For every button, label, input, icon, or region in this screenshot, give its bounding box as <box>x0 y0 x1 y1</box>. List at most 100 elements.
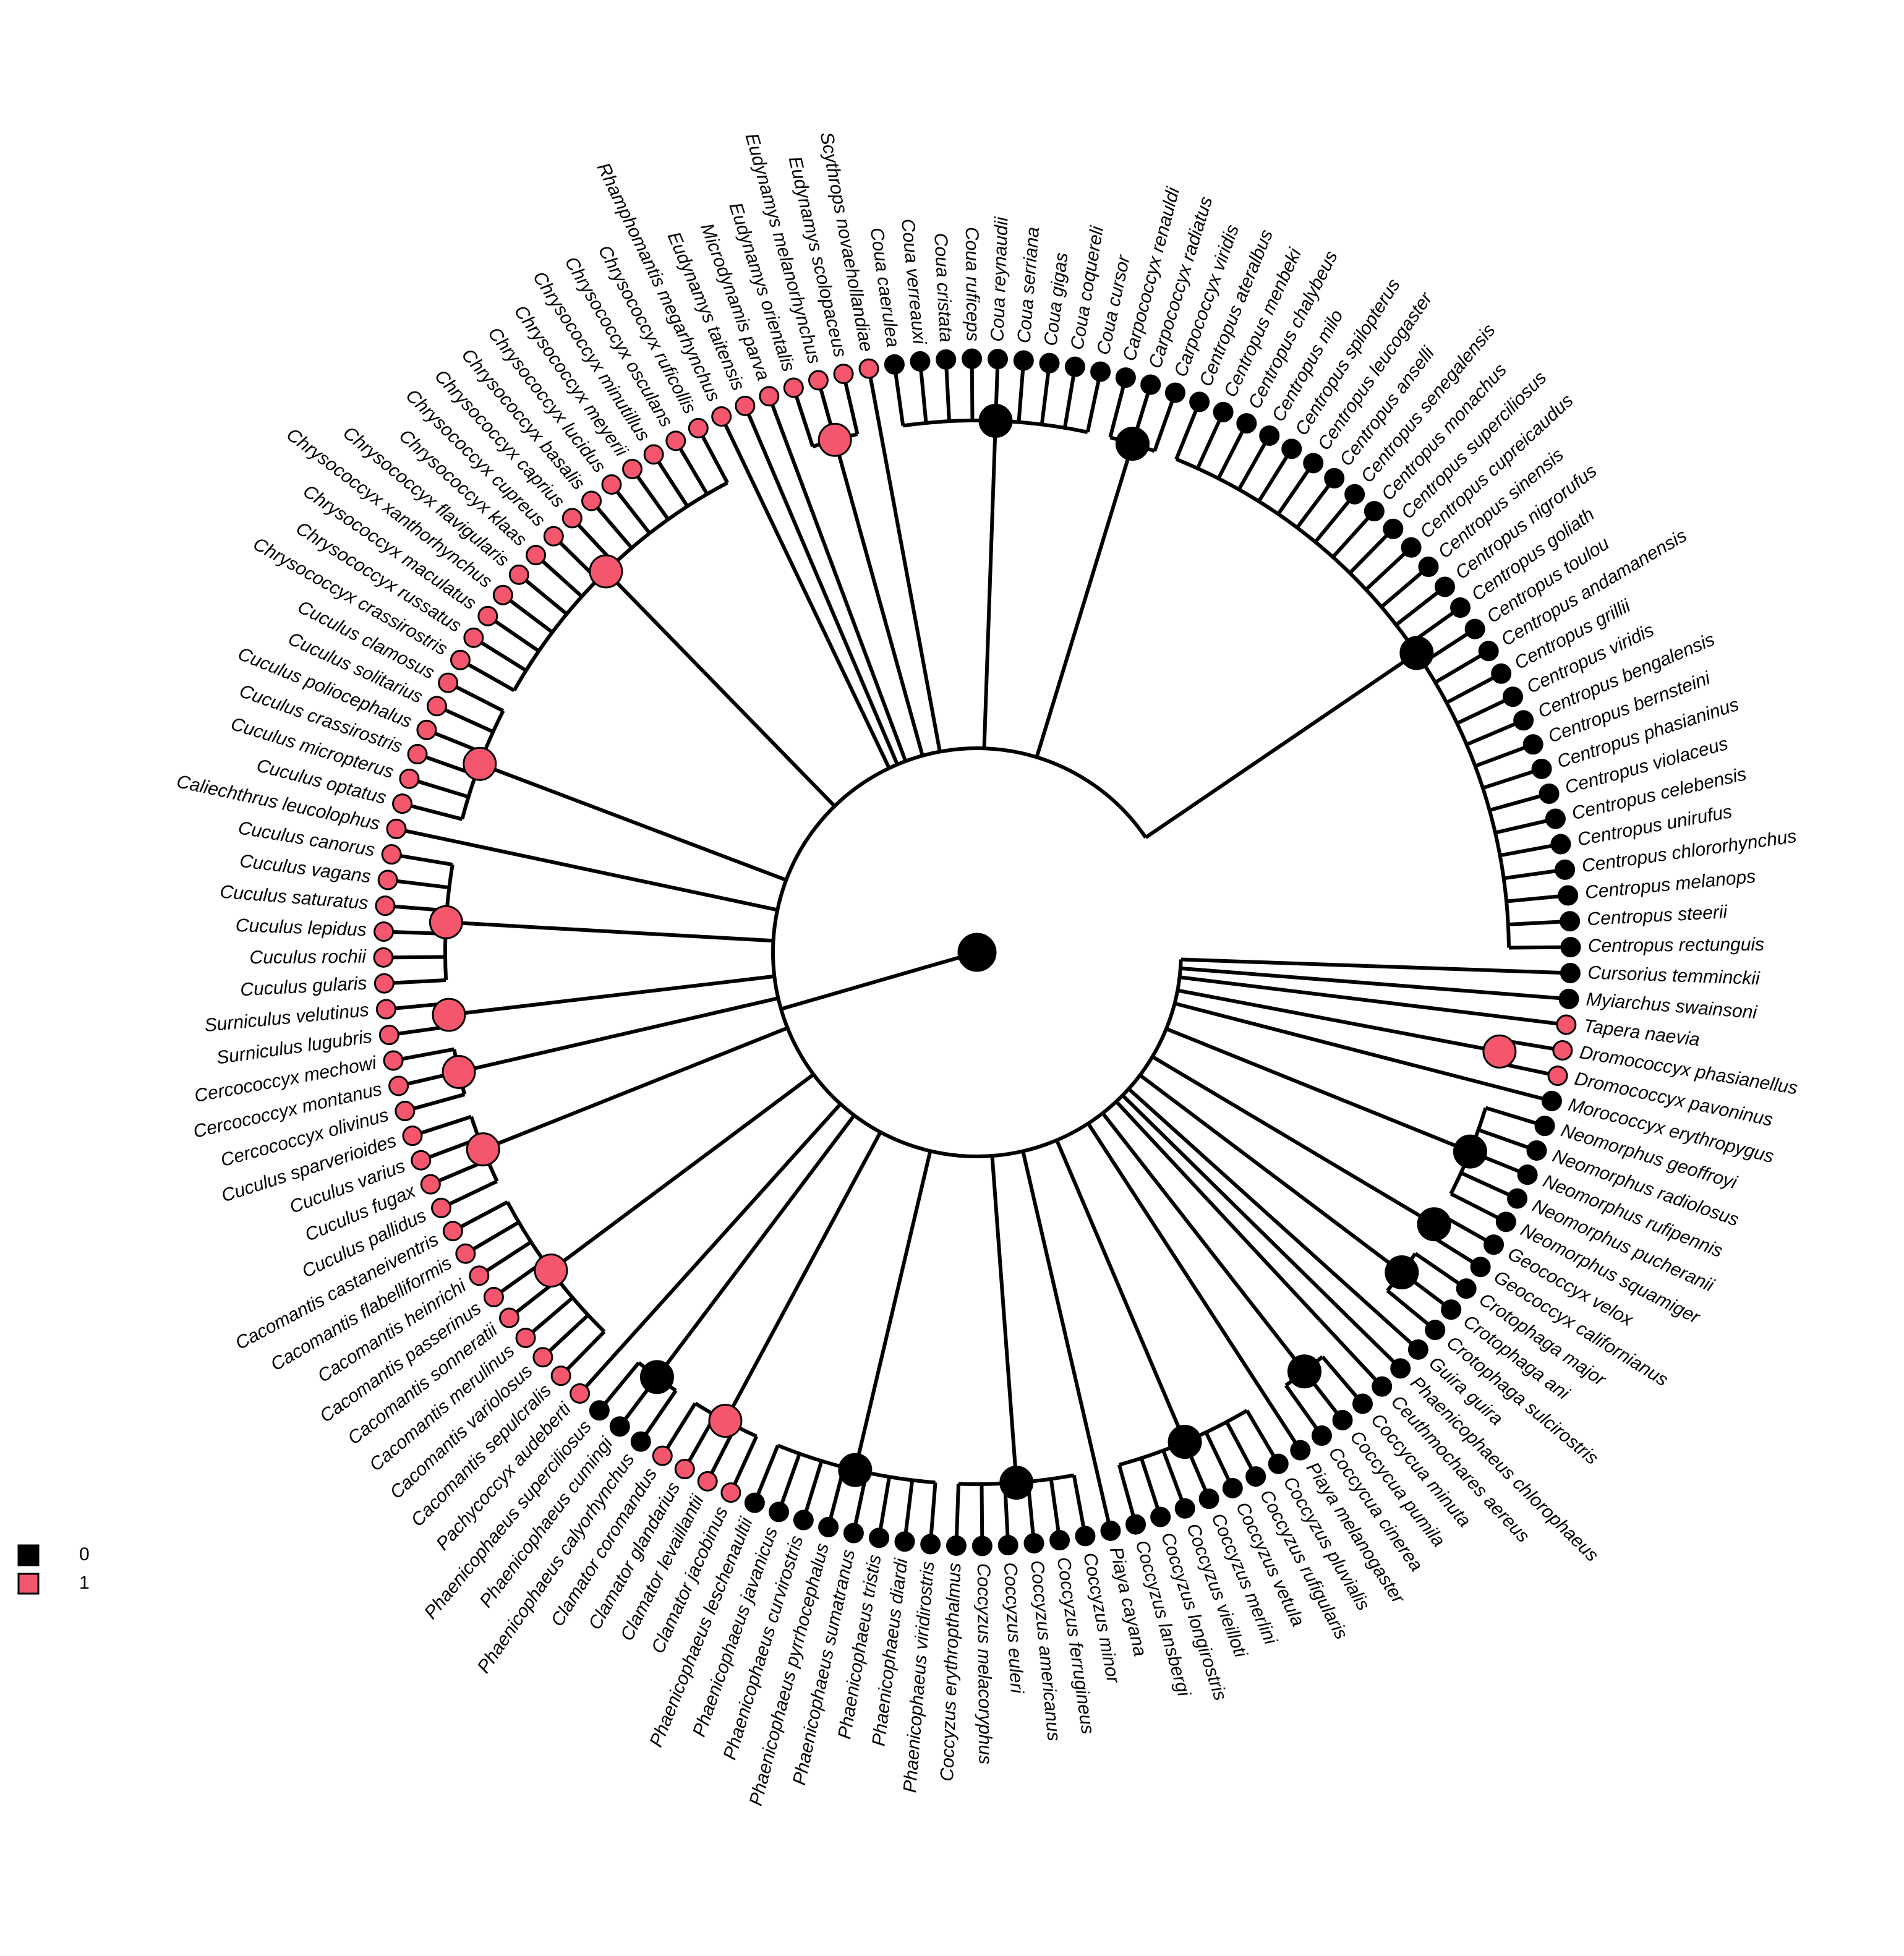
branch <box>550 1073 815 1272</box>
node <box>534 1253 568 1288</box>
branch <box>1460 1171 1518 1200</box>
branch <box>1466 719 1524 746</box>
tip-state <box>652 1445 673 1466</box>
branch <box>578 1103 842 1395</box>
branch <box>1127 1087 1420 1351</box>
branch <box>1114 1100 1383 1388</box>
tip-state <box>1418 557 1439 578</box>
node <box>1385 1255 1419 1290</box>
tip-state <box>920 1534 941 1555</box>
branch <box>590 500 633 549</box>
branch <box>1101 1112 1306 1373</box>
node <box>1115 427 1150 461</box>
tip-label: Coccyzus melacoryphus <box>973 1563 996 1764</box>
branch <box>1313 493 1356 544</box>
branch <box>1348 527 1395 574</box>
tip-state <box>492 584 513 605</box>
tip-state <box>869 1527 890 1548</box>
branch <box>720 416 891 769</box>
tip-state <box>1090 361 1111 382</box>
branch <box>1284 1384 1323 1437</box>
branch <box>1386 1289 1437 1331</box>
tip-state <box>1556 1014 1577 1035</box>
branch <box>1179 975 1567 1027</box>
branch <box>990 1155 1018 1483</box>
branch <box>1503 868 1566 881</box>
node <box>1168 1425 1202 1459</box>
branch <box>1177 988 1500 1054</box>
branch <box>1380 565 1430 609</box>
tip-label: Coua serriana <box>1014 226 1043 344</box>
tip-label: Coccyzus euleri <box>1000 1562 1027 1695</box>
branch <box>1180 966 1569 1001</box>
tip-state <box>374 921 395 942</box>
tip-state <box>386 818 407 839</box>
node <box>1399 636 1434 670</box>
branch <box>1394 585 1446 626</box>
branch <box>451 1200 509 1233</box>
tip-state <box>808 370 829 391</box>
branch <box>1161 1450 1187 1510</box>
branch <box>1017 360 1026 422</box>
tip-state <box>665 430 686 451</box>
tip-state <box>1531 758 1552 779</box>
tip-state <box>1552 1040 1573 1061</box>
branch <box>559 1330 606 1377</box>
branch <box>674 440 709 495</box>
branch <box>631 468 670 521</box>
branch <box>404 1092 466 1113</box>
tip-state <box>688 417 709 438</box>
tip-state <box>1560 963 1581 984</box>
branch <box>780 950 978 1011</box>
branch <box>464 1220 520 1255</box>
legend-swatch <box>17 1544 40 1566</box>
node <box>1453 1134 1487 1169</box>
branch <box>1055 1139 1187 1443</box>
node <box>442 1054 476 1089</box>
tip-state <box>711 406 732 427</box>
tip-label: Coua gigas <box>1040 252 1072 348</box>
tip-label: Cursorius temminckii <box>1587 962 1761 989</box>
branch <box>1216 422 1249 480</box>
tip-state <box>1539 783 1560 804</box>
tip-state <box>735 395 756 416</box>
branch <box>918 361 928 424</box>
branch <box>724 1131 882 1422</box>
tip-state <box>373 947 394 968</box>
tip-state <box>1550 834 1571 855</box>
branch <box>1151 1055 1435 1226</box>
branch <box>1035 443 1135 758</box>
node <box>1417 1207 1451 1242</box>
tip-state <box>508 564 529 585</box>
tip-state <box>1450 597 1471 618</box>
branch <box>655 1114 856 1378</box>
branch <box>1174 401 1202 460</box>
tip-state <box>515 1327 536 1348</box>
tip-label: Centropus steerii <box>1587 902 1729 929</box>
tip-state <box>1390 1358 1411 1379</box>
tip-label: Coccyzus erythropthalmus <box>937 1563 965 1782</box>
tip-state <box>1303 453 1324 474</box>
branch <box>980 1484 984 1546</box>
tip-state <box>477 605 498 626</box>
branch <box>777 1453 801 1513</box>
node <box>589 554 623 589</box>
branch <box>1121 1094 1402 1370</box>
tip-state <box>884 354 905 375</box>
branch <box>767 395 908 762</box>
branch <box>1138 1074 1403 1274</box>
tip-state <box>1174 1498 1195 1519</box>
tip-state <box>1560 937 1581 958</box>
tip-state <box>402 1125 423 1147</box>
tip-state <box>793 1510 814 1531</box>
tip-state <box>971 1535 993 1557</box>
legend-swatch <box>17 1573 40 1595</box>
tip-state <box>818 1516 839 1537</box>
branch <box>892 364 905 426</box>
tip-state <box>936 349 957 370</box>
tip-state <box>1534 1116 1555 1137</box>
tip-state <box>1125 1514 1146 1535</box>
tip-state <box>1236 413 1257 434</box>
branch <box>928 1482 937 1545</box>
